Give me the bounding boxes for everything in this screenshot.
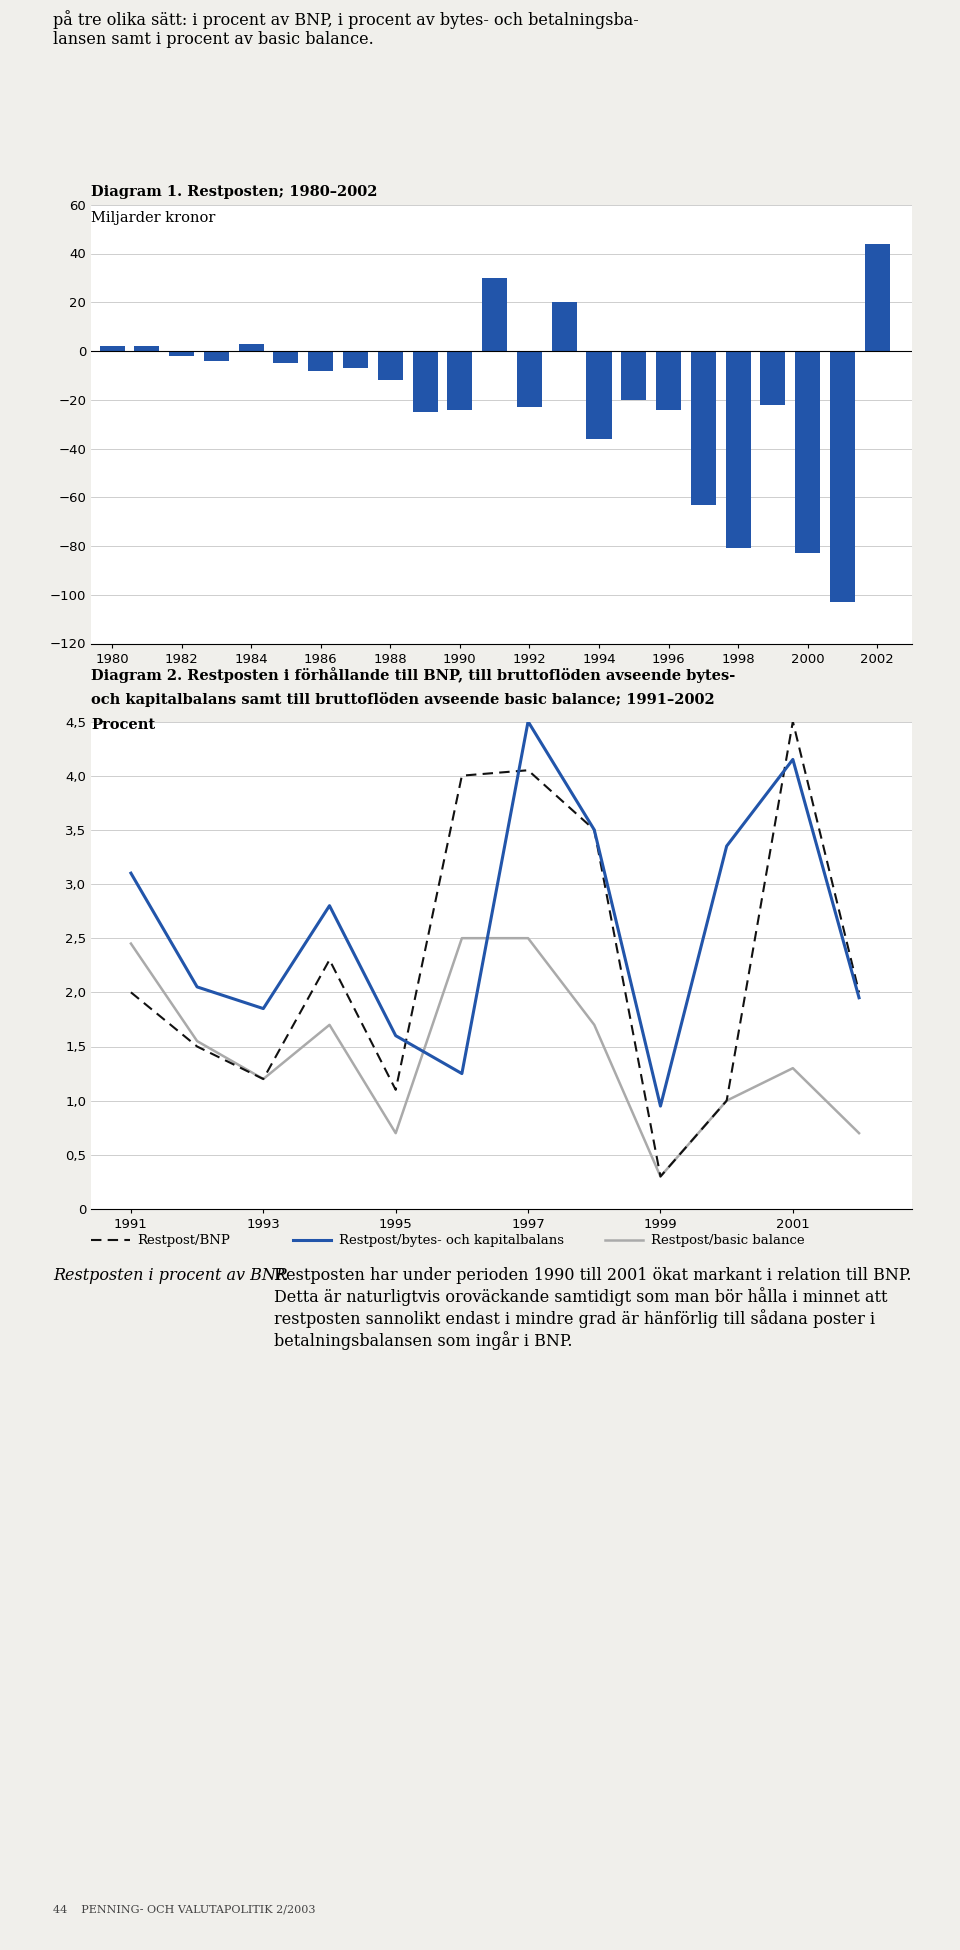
Bar <box>274 351 299 363</box>
Bar <box>760 351 785 406</box>
Bar <box>308 351 333 370</box>
Bar <box>621 351 646 400</box>
Text: Diagram 2. Restposten i förhållande till BNP, till bruttoflöden avseende bytes-: Diagram 2. Restposten i förhållande till… <box>91 667 735 682</box>
Text: Restpost/basic balance: Restpost/basic balance <box>651 1234 804 1246</box>
Bar <box>134 347 159 351</box>
Bar <box>552 302 577 351</box>
Bar <box>795 351 820 554</box>
Text: och kapitalbalans samt till bruttoflöden avseende basic balance; 1991–2002: och kapitalbalans samt till bruttoflöden… <box>91 692 715 708</box>
Bar <box>239 343 264 351</box>
Text: Procent: Procent <box>91 718 156 731</box>
Text: 44    PENNING- OCH VALUTAPOLITIK 2/2003: 44 PENNING- OCH VALUTAPOLITIK 2/2003 <box>53 1905 315 1915</box>
Bar <box>829 351 855 603</box>
Bar <box>447 351 472 410</box>
Bar <box>482 277 507 351</box>
Bar <box>587 351 612 439</box>
Text: Restposten har under perioden 1990 till 2001 ökat markant i relation till BNP. D: Restposten har under perioden 1990 till … <box>275 1268 912 1349</box>
Bar <box>413 351 438 411</box>
Text: Restposten i procent av BNP.: Restposten i procent av BNP. <box>53 1268 288 1285</box>
Bar <box>343 351 368 369</box>
Bar <box>516 351 542 408</box>
Bar <box>378 351 403 380</box>
Bar <box>691 351 716 505</box>
Text: Restpost/BNP: Restpost/BNP <box>137 1234 230 1246</box>
Bar <box>100 347 125 351</box>
Bar <box>726 351 751 548</box>
Text: Restpost/bytes- och kapitalbalans: Restpost/bytes- och kapitalbalans <box>339 1234 564 1246</box>
Text: på tre olika sätt: i procent av BNP, i procent av bytes- och betalningsba-
lanse: på tre olika sätt: i procent av BNP, i p… <box>53 10 638 49</box>
Bar <box>656 351 681 410</box>
Bar <box>204 351 228 361</box>
Text: Diagram 1. Restposten; 1980–2002: Diagram 1. Restposten; 1980–2002 <box>91 185 377 199</box>
Bar <box>169 351 194 355</box>
Bar <box>865 244 890 351</box>
Text: Miljarder kronor: Miljarder kronor <box>91 211 216 224</box>
